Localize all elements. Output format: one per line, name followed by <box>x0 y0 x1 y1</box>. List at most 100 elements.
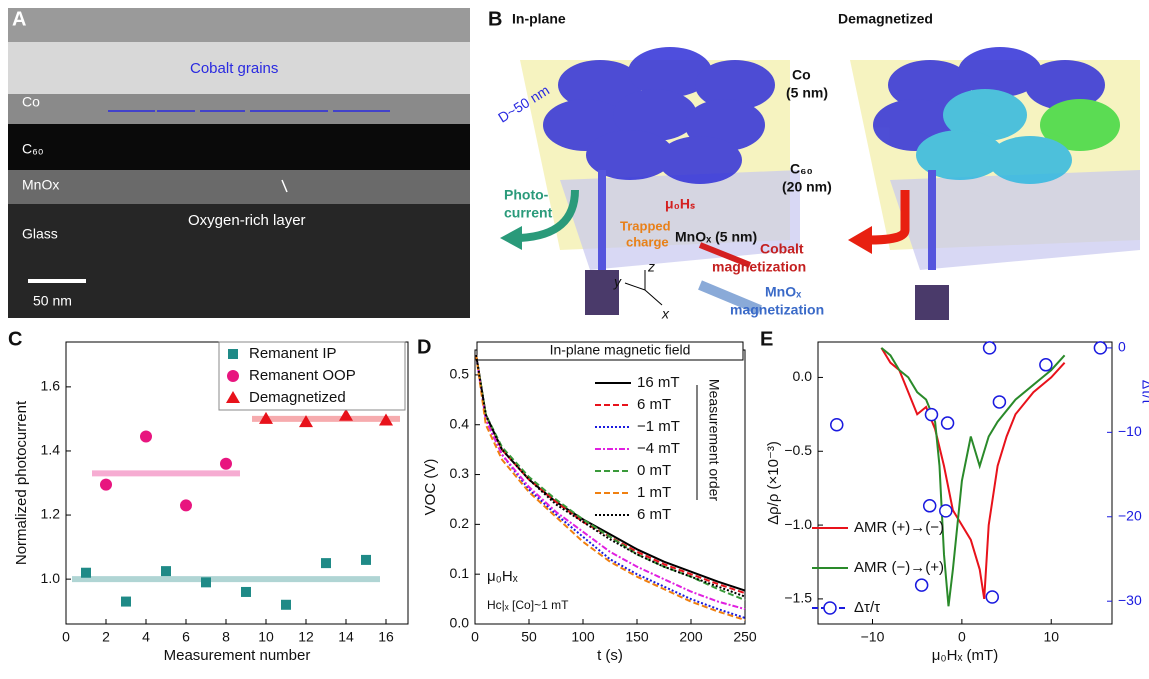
point <box>984 342 996 354</box>
legend-label: Remanent OOP <box>249 367 356 384</box>
x-tick-label: 200 <box>679 629 703 645</box>
point <box>916 579 928 591</box>
y-tick-label: −1.0 <box>784 516 812 532</box>
label: MnOₓ (5 nm) <box>675 229 757 245</box>
x-tick-label: 14 <box>338 629 354 645</box>
label: magnetization <box>712 259 806 275</box>
layer-co <box>8 94 470 124</box>
label: MnOₓ <box>765 284 802 300</box>
figure: A Cobalt grains Co C₆₀ MnOx Oxygen-rich … <box>0 0 1149 679</box>
mnox-plane <box>890 170 1140 270</box>
legend-label: −1 mT <box>637 418 680 435</box>
axis-label: y <box>613 274 622 290</box>
grain <box>658 136 742 184</box>
panel-letter: D <box>417 336 431 358</box>
point <box>924 500 936 512</box>
title: In-plane <box>512 11 566 27</box>
y-axis-label: Δρ/ρ (×10⁻³) <box>765 441 782 525</box>
y-tick-label: 0.1 <box>450 565 470 581</box>
title: Demagnetized <box>838 11 933 27</box>
x-tick-label: 16 <box>378 629 394 645</box>
y-tick-label: 0.0 <box>450 615 470 631</box>
layer-c60 <box>8 124 470 170</box>
label: Oxygen-rich layer <box>188 212 306 229</box>
legend-label: 6 mT <box>637 506 671 523</box>
x-tick-label: −10 <box>861 629 885 645</box>
label: Trapped <box>620 218 671 233</box>
y-tick-label: 0.2 <box>450 515 470 531</box>
point <box>81 568 91 578</box>
point <box>940 505 952 517</box>
panel-letter: A <box>12 8 26 30</box>
chart-title: In-plane magnetic field <box>550 342 691 358</box>
panel-b: B In-plane Demagnetized Co (5 nm) D~50 n… <box>488 8 1140 321</box>
y-tick-label: 0.5 <box>450 366 470 382</box>
x-tick-label: 10 <box>258 629 274 645</box>
label: current <box>504 205 553 221</box>
x-tick-label: 0 <box>958 629 966 645</box>
y-axis-label: VOC (V) <box>422 459 439 516</box>
panel-letter: C <box>8 328 22 350</box>
x-tick-label: 10 <box>1043 629 1059 645</box>
y-axis-label: Normalized photocurrent <box>13 400 30 565</box>
point <box>993 396 1005 408</box>
point <box>241 587 251 597</box>
point <box>925 409 937 421</box>
y2-tick-label: 0 <box>1118 339 1126 355</box>
label: μ₀Hₛ <box>665 196 695 212</box>
y-tick-label: 0.4 <box>450 415 470 431</box>
point <box>831 419 843 431</box>
line <box>476 355 745 591</box>
point <box>986 591 998 603</box>
point <box>1094 342 1106 354</box>
point <box>281 600 291 610</box>
label: Cobalt <box>760 241 804 257</box>
panel-letter: B <box>488 8 502 30</box>
legend-marker <box>228 349 238 359</box>
axis <box>625 283 645 290</box>
layer-mnox <box>8 170 470 204</box>
y-tick-label: 0.3 <box>450 465 470 481</box>
point <box>121 597 131 607</box>
x-tick-label: 2 <box>102 629 110 645</box>
y2-tick-label: −20 <box>1118 507 1142 523</box>
x-tick-label: 0 <box>62 629 70 645</box>
point <box>161 566 171 576</box>
point <box>220 458 232 470</box>
y2-tick-label: −30 <box>1118 592 1142 608</box>
label: Photo- <box>504 187 549 203</box>
legend-label: Remanent IP <box>249 345 337 362</box>
plot-frame <box>818 342 1112 624</box>
point <box>140 431 152 443</box>
arrowhead <box>500 226 522 250</box>
axis <box>645 290 662 305</box>
y-tick-label: 1.6 <box>41 378 61 394</box>
legend-label: 1 mT <box>637 484 671 501</box>
point <box>339 409 353 421</box>
legend-label: AMR (−)→(+) <box>854 559 944 576</box>
annotation: Measurement order <box>706 379 722 502</box>
x-tick-label: 50 <box>521 629 537 645</box>
point <box>180 499 192 511</box>
x-tick-label: 0 <box>471 629 479 645</box>
label: Co <box>22 94 40 110</box>
y2-tick-label: −10 <box>1118 423 1142 439</box>
legend-label: 0 mT <box>637 462 671 479</box>
x-axis-label: t (s) <box>597 647 623 664</box>
pillar <box>928 170 936 270</box>
y-tick-label: 1.2 <box>41 506 61 522</box>
x-tick-label: 6 <box>182 629 190 645</box>
legend-label: 6 mT <box>637 396 671 413</box>
x-tick-label: 250 <box>733 629 757 645</box>
label: 50 nm <box>33 293 72 309</box>
point <box>201 577 211 587</box>
point <box>100 479 112 491</box>
y-tick-label: −1.5 <box>784 590 812 606</box>
annotation: μ₀Hₓ <box>487 568 518 585</box>
point <box>942 417 954 429</box>
panel-letter: E <box>760 328 773 350</box>
y-tick-label: 1.0 <box>41 570 61 586</box>
legend-label: 16 mT <box>637 374 680 391</box>
x-axis-label: Measurement number <box>164 647 311 664</box>
label: Glass <box>22 226 58 242</box>
